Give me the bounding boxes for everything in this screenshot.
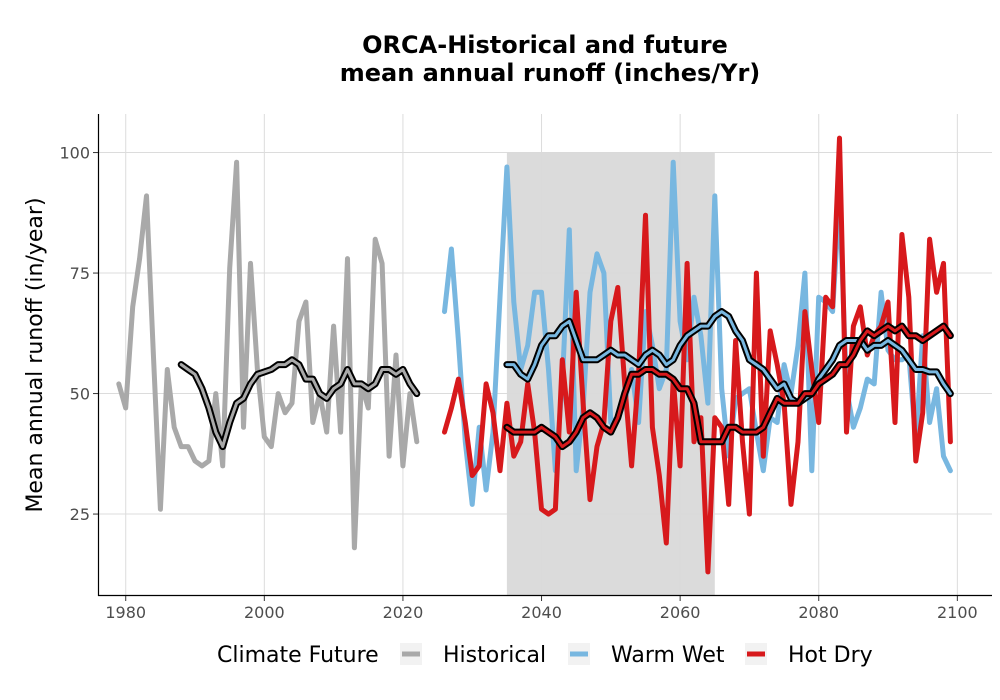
x-tick-label: 2080 (798, 603, 839, 622)
chart-title-line-1: ORCA-Historical and future (362, 31, 728, 59)
smooth-line-hot-dry (505, 324, 952, 449)
chart-title-line-2: mean annual runoff (inches/Yr) (340, 59, 761, 87)
x-tick-label: 2060 (660, 603, 701, 622)
legend-label-warm-wet: Warm Wet (611, 643, 725, 668)
x-tick-label: 2040 (521, 603, 562, 622)
y-tick-label: 25 (70, 505, 90, 524)
y-tick-label: 50 (70, 385, 90, 404)
y-axis-title: Mean annual runoff (in/year) (23, 197, 48, 512)
y-tick-label: 75 (70, 264, 90, 283)
legend-label-hot-dry: Hot Dry (788, 643, 873, 668)
x-tick-label: 2100 (937, 603, 978, 622)
legend: Climate Future Historical Warm Wet Hot Dry (217, 643, 873, 668)
series-layer (116, 135, 954, 575)
series-line-warm-wet (442, 159, 953, 507)
x-tick-label: 2020 (383, 603, 424, 622)
smooth-line-warm-wet (505, 310, 952, 405)
x-tick-label: 1980 (105, 603, 146, 622)
x-axis-ticks: 1980 2000 2020 2040 2060 2080 2100 (105, 596, 978, 622)
series-line-historical (116, 159, 420, 551)
x-tick-label: 2000 (244, 603, 285, 622)
legend-label-historical: Historical (443, 643, 546, 668)
legend-title: Climate Future (217, 643, 379, 668)
y-axis-ticks: 25 50 75 100 (59, 144, 98, 524)
y-tick-label: 100 (59, 144, 90, 163)
smooth-line-historical (179, 358, 419, 449)
